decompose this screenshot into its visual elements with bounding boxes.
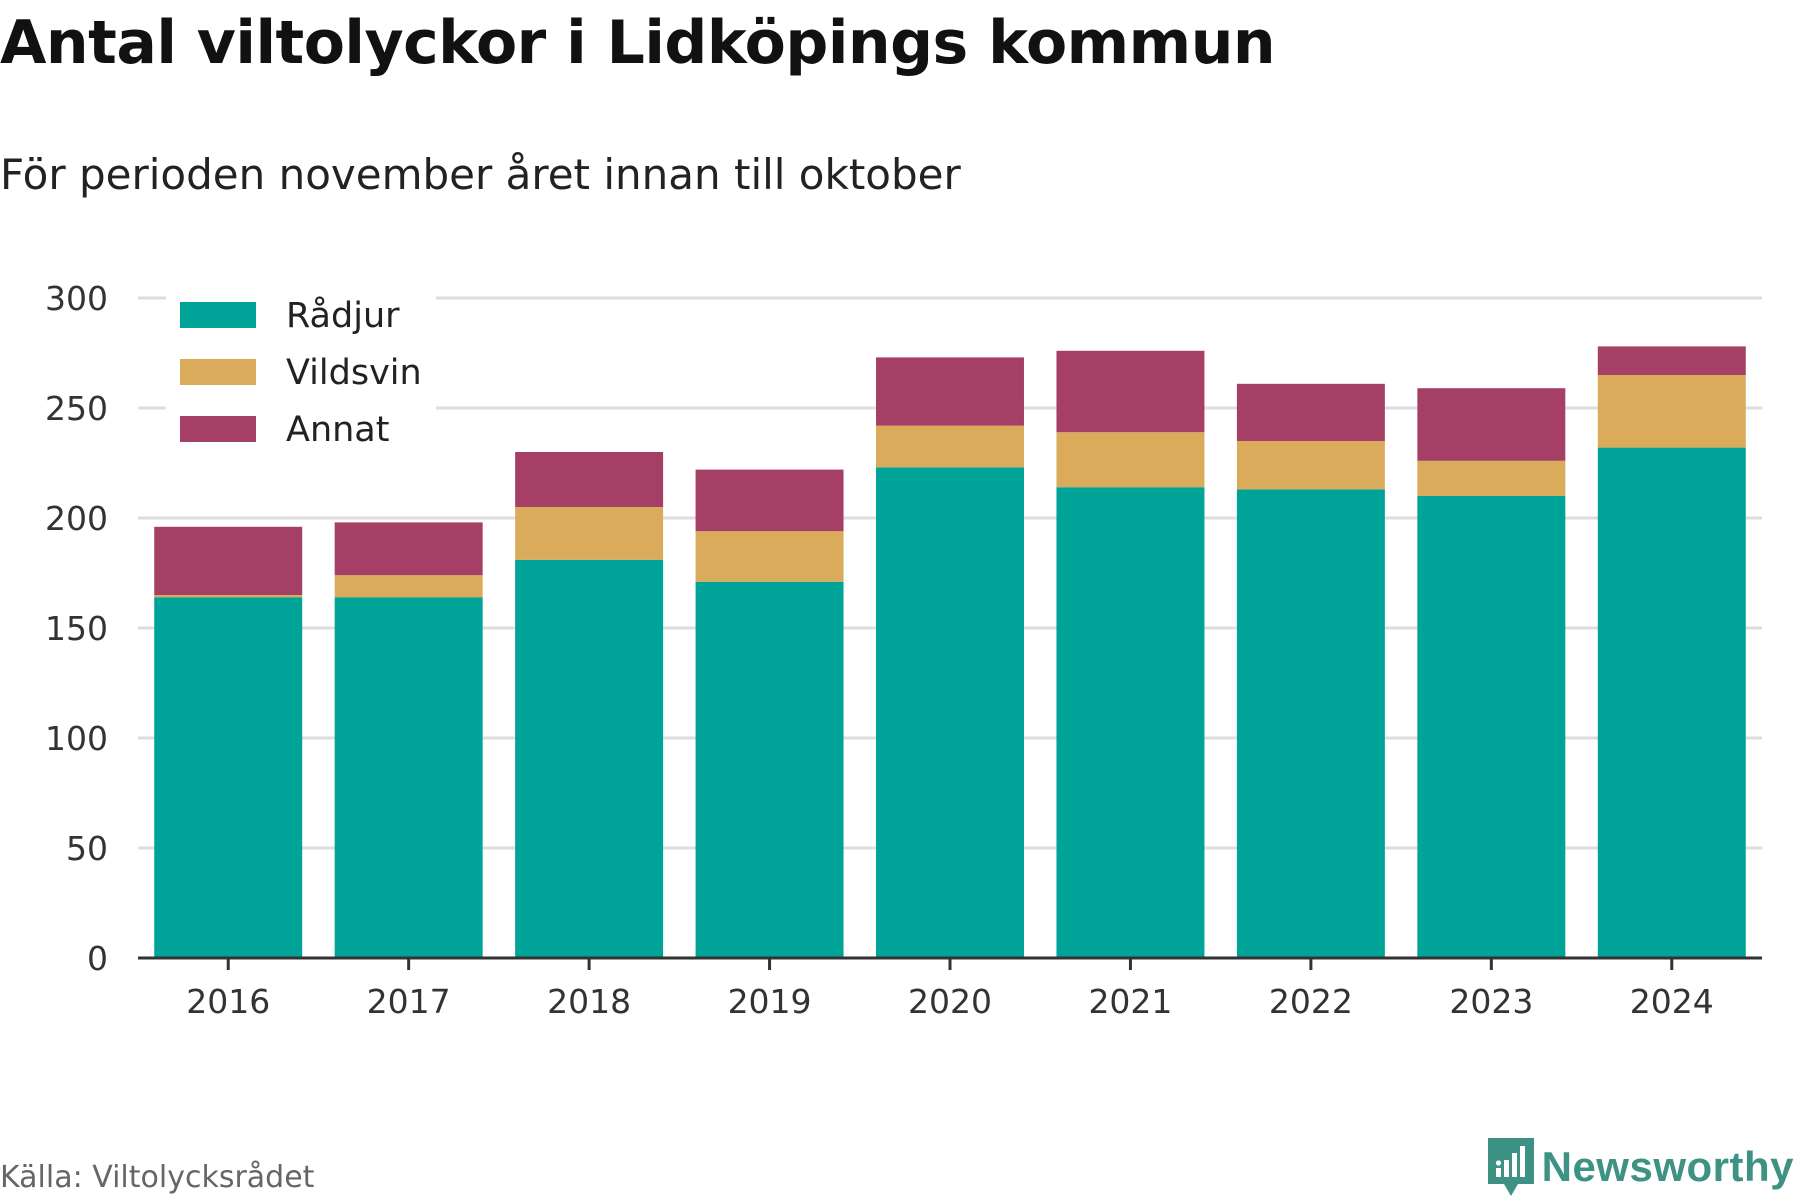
x-tick-label: 2021 <box>1088 982 1172 1021</box>
bar-segment-vildsvin <box>876 425 1024 468</box>
legend-label: Rådjur <box>286 295 400 336</box>
bar-segment-annat <box>695 469 844 532</box>
chart-title: Antal viltolyckor i Lidköpings kommun <box>0 8 1276 78</box>
y-tick-label: 250 <box>45 389 108 428</box>
x-tick-label: 2022 <box>1269 982 1353 1021</box>
bar-segment-vildsvin <box>1597 375 1746 448</box>
bar-chart-logo-icon <box>1487 1138 1534 1196</box>
x-axis: 2016 2017 2018 2019 2020 2021 2022 2023 2024 <box>138 956 1762 1021</box>
bar-segment-vildsvin <box>1236 441 1385 490</box>
y-tick-label: 200 <box>45 499 108 538</box>
y-axis-ticks: 0 50 100 150 200 250 300 <box>45 279 108 978</box>
legend-swatch <box>180 416 256 442</box>
bar-segment-annat <box>1056 350 1205 433</box>
bar-segment-vildsvin <box>695 531 844 582</box>
legend-label: Vildsvin <box>286 353 422 393</box>
legend-swatch <box>180 359 256 385</box>
bar-segment-rådjur <box>1056 487 1205 958</box>
bar-segment-vildsvin <box>1056 432 1205 488</box>
bar-segment-annat <box>1236 383 1385 441</box>
bar-segment-annat <box>876 357 1024 426</box>
bar-segment-rådjur <box>515 559 664 958</box>
y-tick-label: 300 <box>45 279 108 318</box>
x-tick-label: 2017 <box>367 982 451 1021</box>
bar-segment-rådjur <box>1597 447 1746 958</box>
y-tick-label: 0 <box>87 939 108 978</box>
legend-label: Annat <box>286 410 389 450</box>
bar-segment-rådjur <box>695 581 844 958</box>
x-tick-label: 2024 <box>1630 982 1714 1021</box>
bar-segment-rådjur <box>1236 489 1385 958</box>
x-tick-label: 2019 <box>728 982 812 1021</box>
bar-segment-vildsvin <box>334 575 483 598</box>
x-tick-label: 2020 <box>908 982 992 1021</box>
bar-segment-annat <box>515 452 664 507</box>
y-tick-label: 50 <box>66 829 108 868</box>
legend: Rådjur Vildsvin Annat <box>166 282 436 452</box>
y-tick-label: 150 <box>45 609 108 648</box>
brand-name: Newsworthy <box>1541 1143 1794 1190</box>
bar-segment-vildsvin <box>1417 460 1566 496</box>
y-tick-label: 100 <box>45 719 108 758</box>
bar-segment-rådjur <box>154 597 303 958</box>
x-tick-label: 2016 <box>186 982 270 1021</box>
bar-segment-rådjur <box>1417 496 1566 958</box>
chart-subtitle: För perioden november året innan till ok… <box>0 150 961 199</box>
source-note: Källa: Viltolycksrådet <box>0 1160 315 1195</box>
x-tick-label: 2018 <box>547 982 631 1021</box>
x-tick-label: 2023 <box>1449 982 1533 1021</box>
bar-segment-vildsvin <box>154 595 303 598</box>
bar-segment-vildsvin <box>515 507 664 560</box>
bar-segment-annat <box>1417 388 1566 461</box>
bars <box>154 346 1746 958</box>
bar-segment-annat <box>334 522 483 576</box>
brand-logo: Newsworthy <box>1487 1138 1794 1196</box>
bar-segment-annat <box>1597 346 1746 375</box>
bar-segment-annat <box>154 526 303 595</box>
bar-segment-rådjur <box>876 467 1024 958</box>
legend-swatch <box>180 302 256 328</box>
bar-segment-rådjur <box>334 597 483 958</box>
